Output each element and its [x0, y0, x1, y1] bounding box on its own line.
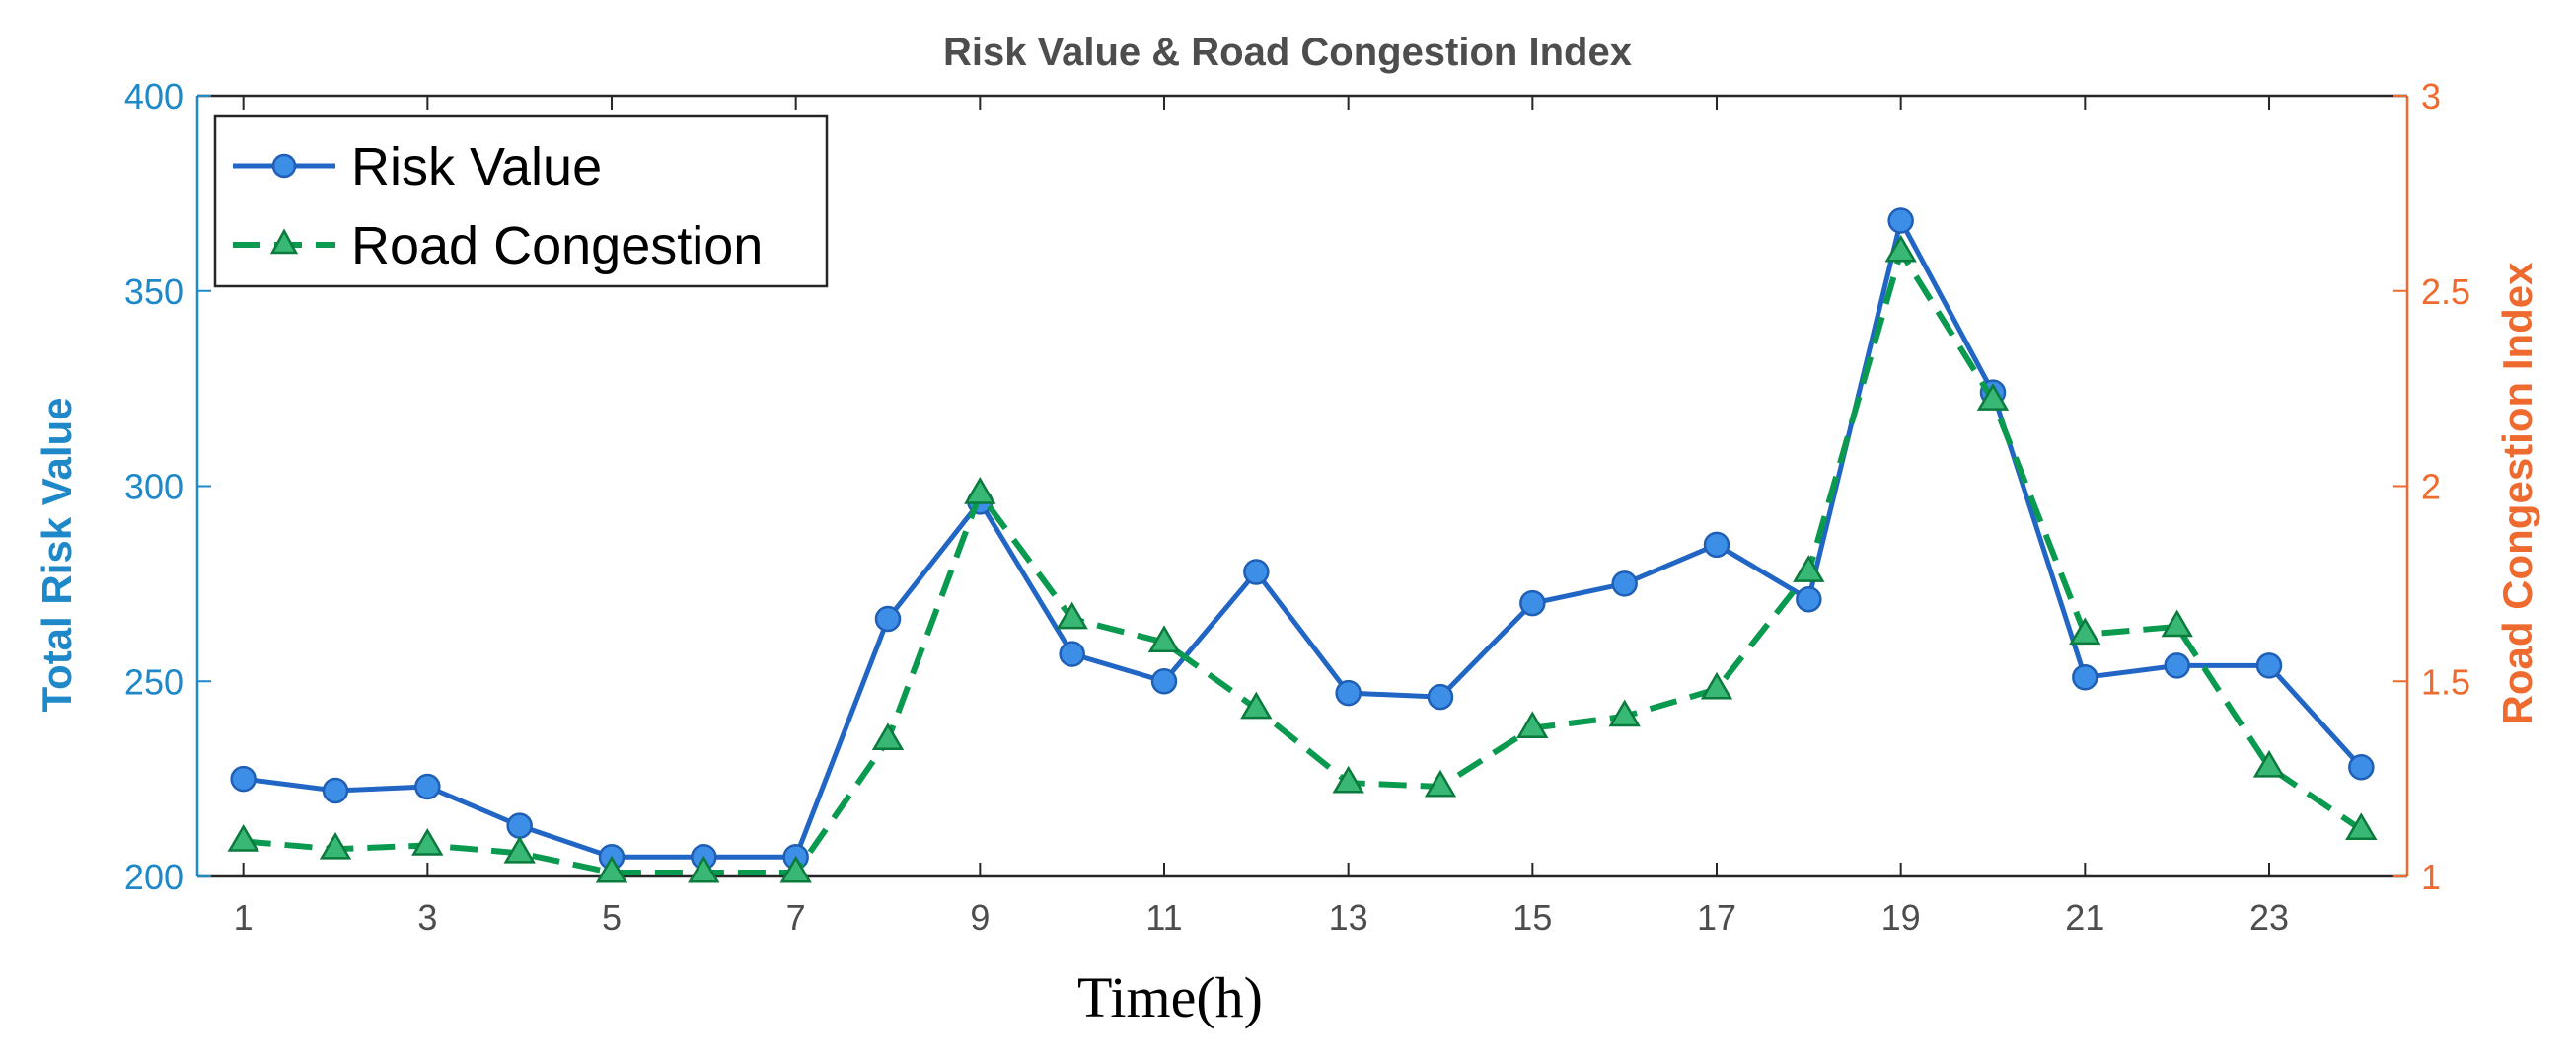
data-point-risk-value — [414, 773, 441, 800]
series-line-road-congestion — [243, 249, 2363, 875]
y-right-tick-label: 2.5 — [2421, 271, 2470, 312]
legend-label-road-congestion: Road Congestion — [351, 216, 763, 275]
y-left-tick-label: 300 — [124, 467, 184, 507]
data-point-road-congestion — [1608, 699, 1641, 727]
data-point-road-congestion — [319, 831, 352, 860]
y-axis-left-label: Total Risk Value — [34, 398, 80, 713]
data-point-road-congestion — [1147, 625, 1181, 653]
data-point-road-congestion — [1884, 234, 1917, 263]
x-tick-label: 21 — [2065, 897, 2104, 938]
data-point-road-congestion — [503, 835, 536, 864]
data-point-road-congestion — [688, 855, 720, 883]
x-tick-label: 9 — [970, 897, 990, 938]
data-point-risk-value — [2255, 652, 2283, 679]
series-layer — [227, 207, 2378, 883]
data-point-road-congestion — [227, 824, 259, 852]
data-point-risk-value — [1427, 683, 1454, 711]
y-axis-right-label: Road Congestion Index — [2494, 262, 2540, 725]
x-tick-label: 5 — [602, 897, 622, 938]
data-point-road-congestion — [1056, 601, 1088, 630]
data-point-road-congestion — [2161, 609, 2193, 638]
legend-box — [213, 114, 829, 288]
y-left-tick-label: 250 — [124, 661, 184, 702]
data-point-risk-value — [1703, 531, 1730, 559]
data-point-risk-value — [2348, 754, 2375, 781]
data-point-risk-value — [322, 777, 349, 804]
data-point-risk-value — [1611, 570, 1638, 597]
data-point-risk-value — [1150, 668, 1178, 695]
data-point-risk-value — [506, 812, 533, 839]
y-left-tick-label: 400 — [124, 76, 184, 116]
x-tick-label: 15 — [1512, 897, 1552, 938]
y-right-tick-label: 1 — [2421, 857, 2441, 897]
y-right-tick-label: 1.5 — [2421, 661, 2470, 702]
data-point-road-congestion — [1424, 769, 1457, 798]
data-point-road-congestion — [1700, 671, 1733, 700]
legend-marker-road-congestion — [269, 228, 299, 255]
data-point-road-congestion — [1976, 383, 2010, 411]
data-point-risk-value — [1796, 585, 1822, 613]
x-tick-label: 11 — [1145, 897, 1182, 938]
data-point-road-congestion — [595, 855, 628, 883]
x-axis-label: Time(h) — [1077, 965, 1263, 1029]
x-tick-label: 17 — [1697, 897, 1736, 938]
data-point-road-congestion — [1332, 765, 1364, 794]
data-point-road-congestion — [1240, 691, 1273, 720]
data-point-road-congestion — [411, 828, 444, 856]
y-left-tick-label: 350 — [124, 271, 184, 312]
y-right-tick-label: 3 — [2421, 76, 2441, 116]
data-point-road-congestion — [2252, 749, 2286, 778]
data-point-road-congestion — [1793, 555, 1825, 582]
x-tick-label: 23 — [2249, 897, 2289, 938]
legend: Risk Value Road Congestion — [213, 114, 829, 288]
data-point-risk-value — [1059, 641, 1085, 667]
x-tick-label: 7 — [786, 897, 806, 938]
data-point-risk-value — [1335, 679, 1362, 707]
y-left-tick-label: 200 — [124, 857, 184, 897]
data-point-road-congestion — [871, 722, 905, 750]
data-point-risk-value — [874, 605, 902, 633]
x-tick-label: 13 — [1329, 897, 1368, 938]
chart-title: Risk Value & Road Congestion Index — [943, 31, 1632, 74]
data-point-road-congestion — [779, 855, 812, 883]
y-right-tick-label: 2 — [2421, 467, 2441, 507]
axes: 1 3 5 7 9 11 13 15 17 19 21 2320025030035040011.522… — [124, 76, 2470, 938]
legend-marker-risk-value — [271, 153, 297, 179]
x-tick-label: 1 — [234, 897, 254, 938]
data-point-risk-value — [2072, 664, 2098, 691]
x-tick-label: 3 — [417, 897, 437, 938]
data-point-road-congestion — [964, 477, 996, 504]
x-tick-label: 19 — [1881, 897, 1921, 938]
data-point-road-congestion — [2345, 812, 2378, 840]
data-point-risk-value — [1243, 559, 1270, 585]
data-point-risk-value — [230, 765, 257, 793]
data-point-risk-value — [1519, 589, 1546, 617]
data-point-risk-value — [1887, 207, 1914, 234]
data-point-road-congestion — [2069, 617, 2101, 646]
legend-label-risk-value: Risk Value — [351, 137, 602, 196]
data-point-risk-value — [2164, 652, 2190, 679]
data-point-road-congestion — [1516, 711, 1549, 739]
